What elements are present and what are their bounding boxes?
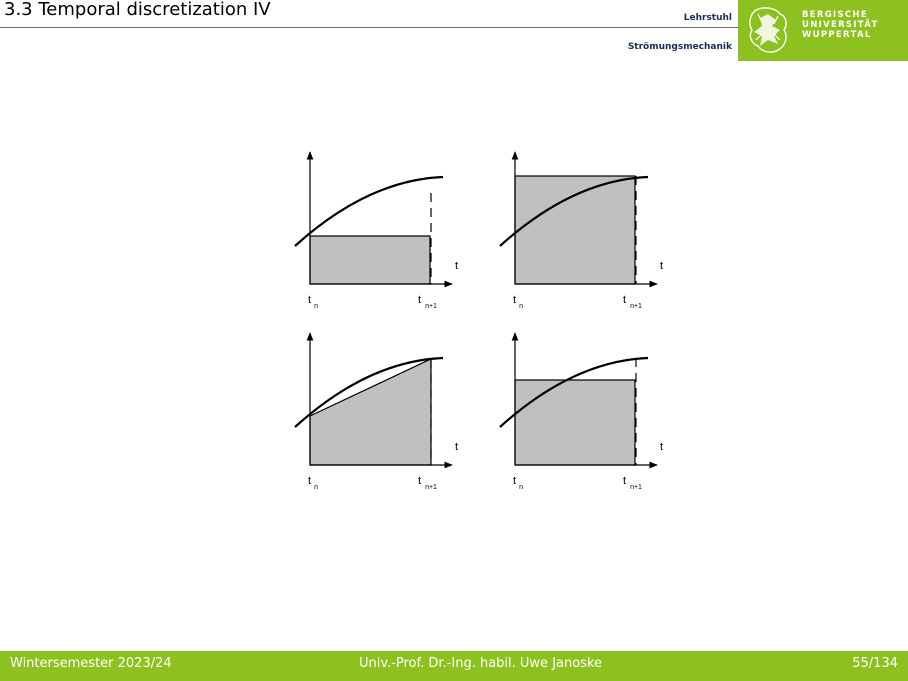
footer-author: Univ.-Prof. Dr.-Ing. habil. Uwe Janoske	[359, 656, 603, 671]
function-curve	[294, 175, 444, 247]
university-name: BERGISCHE UNIVERSITÄT WUPPERTAL	[802, 10, 879, 40]
chair-name-line2: Strömungsmechanik	[627, 42, 732, 52]
slide-header: 3.3 Temporal discretization IV Lehrstuhl…	[0, 0, 908, 62]
university-name-line: WUPPERTAL	[802, 30, 872, 40]
axis-label-t: t	[660, 260, 663, 272]
title-rule	[0, 27, 738, 28]
tick-label-tn: tn	[513, 475, 523, 491]
slide-footer: Wintersemester 2023/24 Univ.-Prof. Dr.-I…	[0, 651, 908, 681]
axis-label-t: t	[660, 441, 663, 453]
tick-label-tn: tn	[513, 294, 523, 310]
diagram-midpoint-rectangle: t tn tn+1	[499, 332, 663, 491]
footer-semester: Wintersemester 2023/24	[10, 656, 172, 671]
tick-label-tn1: tn+1	[623, 294, 642, 310]
tick-label-tn1: tn+1	[418, 294, 437, 310]
diagram-trapezoid: t tn tn+1	[294, 332, 458, 491]
slide-title: 3.3 Temporal discretization IV	[4, 0, 271, 20]
function-curve	[499, 175, 649, 247]
tick-label-tn1: tn+1	[623, 475, 642, 491]
university-name-line: UNIVERSITÄT	[802, 20, 879, 30]
integration-area	[514, 175, 636, 285]
university-name-line: BERGISCHE	[802, 10, 868, 20]
footer-page-number: 55/134	[852, 656, 898, 671]
diagram-upper-sum-rectangle: t tn tn+1	[499, 151, 663, 310]
axis-label-t: t	[455, 260, 458, 272]
axis-label-t: t	[455, 441, 458, 453]
tick-label-tn1: tn+1	[418, 475, 437, 491]
diagram-lower-sum-rectangle: t tn tn+1	[294, 151, 458, 310]
function-curve	[499, 356, 649, 428]
function-curve	[294, 356, 444, 428]
university-logo: BERGISCHE UNIVERSITÄT WUPPERTAL	[738, 0, 908, 61]
integration-area	[309, 235, 431, 285]
integration-area	[514, 379, 636, 466]
tick-label-tn: tn	[308, 294, 318, 310]
chair-name-line1: Lehrstuhl	[683, 13, 732, 23]
tick-label-tn: tn	[308, 475, 318, 491]
university-lion-emblem-icon	[749, 7, 787, 53]
